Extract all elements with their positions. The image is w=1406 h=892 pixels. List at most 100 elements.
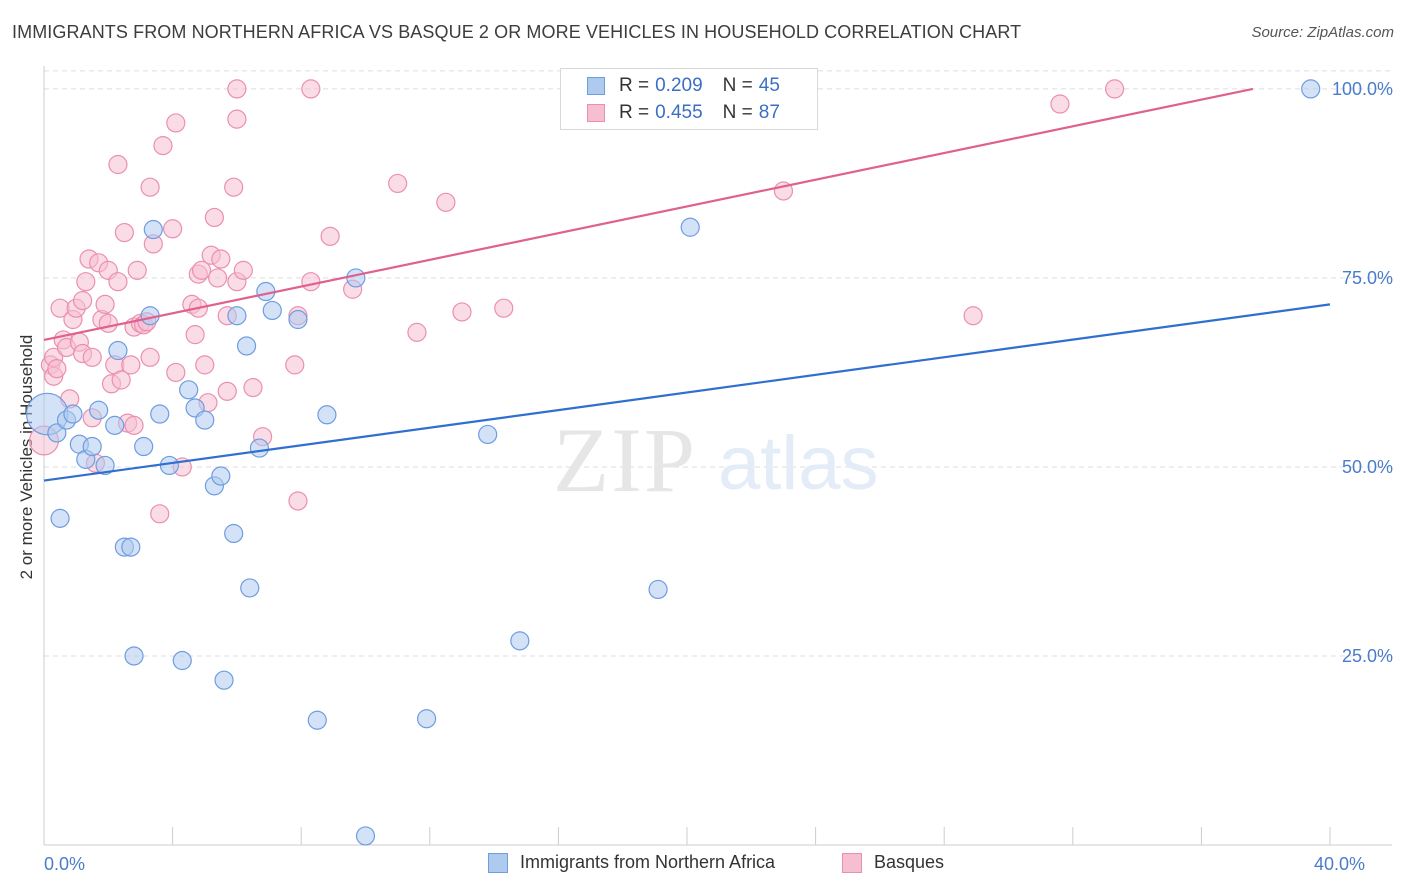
data-point <box>262 300 282 321</box>
legend-n-label: N = <box>722 75 753 96</box>
data-point <box>179 380 199 400</box>
data-point <box>227 306 247 326</box>
data-point <box>307 710 327 730</box>
data-point <box>72 291 93 311</box>
data-point <box>172 650 192 671</box>
data-point <box>195 355 215 375</box>
x-tick-label: 0.0% <box>44 854 85 874</box>
data-point <box>140 347 160 367</box>
legend-r-label: R = <box>619 75 650 96</box>
legend-item-basques[interactable]: Basques <box>842 852 944 873</box>
data-point <box>320 226 340 246</box>
data-point <box>95 294 115 314</box>
data-point <box>159 455 179 476</box>
data-point <box>236 336 257 356</box>
data-point <box>195 410 215 430</box>
legend-swatch-pink <box>842 852 862 873</box>
data-point <box>233 260 253 280</box>
data-point <box>243 377 263 398</box>
data-point <box>963 306 983 326</box>
data-point <box>214 670 234 690</box>
data-point <box>288 491 308 511</box>
data-point <box>124 646 144 666</box>
data-point <box>224 523 244 544</box>
gridlines <box>44 70 1392 657</box>
data-point <box>63 404 83 424</box>
data-point <box>121 355 141 375</box>
stats-legend: R = 0.209 N = 45 R = 0.455 N = 87 <box>560 68 818 130</box>
chart-title: IMMIGRANTS FROM NORTHERN AFRICA VS BASQU… <box>12 22 1022 42</box>
data-point <box>1301 79 1321 99</box>
x-tick-label: 40.0% <box>1314 854 1365 874</box>
data-point <box>224 177 244 197</box>
data-point <box>494 298 514 318</box>
data-point <box>166 362 186 383</box>
immigrants-points <box>25 79 1321 846</box>
data-point <box>1104 79 1125 99</box>
data-point <box>208 268 228 288</box>
data-point <box>317 405 337 425</box>
data-point <box>50 508 70 528</box>
source-label: Source: ZipAtlas.com <box>1251 24 1394 41</box>
data-point <box>143 219 163 240</box>
series-legend: Immigrants from Northern Africa Basques <box>0 852 1406 876</box>
trendline <box>43 303 1331 482</box>
data-point <box>163 219 183 239</box>
y-tick-label: 50.0% <box>1342 457 1393 477</box>
legend-item-immigrants[interactable]: Immigrants from Northern Africa <box>488 852 775 873</box>
legend-swatch-blue <box>488 852 508 873</box>
legend-r-label: R = <box>619 102 650 123</box>
legend-swatch-blue <box>587 77 605 95</box>
tick-labels: 25.0% 50.0% 75.0% 100.0% 0.0% 40.0% <box>44 79 1393 874</box>
data-point <box>114 222 134 243</box>
data-point <box>127 260 147 280</box>
legend-swatch-pink <box>587 104 605 122</box>
data-point <box>98 313 118 333</box>
data-point <box>108 272 128 292</box>
data-point <box>436 192 456 212</box>
data-point <box>288 309 308 330</box>
legend-n-value: 87 <box>758 102 780 123</box>
legend-n-label: N = <box>722 102 753 123</box>
data-point <box>140 177 160 197</box>
data-point <box>108 340 128 361</box>
data-point <box>301 272 321 292</box>
data-point <box>82 436 102 457</box>
y-tick-label: 100.0% <box>1332 79 1393 99</box>
data-point <box>76 272 96 292</box>
legend-item-label: Immigrants from Northern Africa <box>520 852 776 872</box>
data-point <box>124 415 144 435</box>
data-point <box>227 79 247 99</box>
data-point <box>47 423 67 443</box>
data-point <box>47 359 67 379</box>
data-point <box>89 400 109 420</box>
data-point <box>211 249 231 269</box>
data-point <box>240 578 260 598</box>
legend-item-label: Basques <box>874 852 945 872</box>
data-point <box>510 631 530 651</box>
data-point <box>355 826 376 846</box>
data-point <box>105 415 125 435</box>
trendlines <box>43 87 1331 482</box>
data-point <box>217 381 237 401</box>
trendline <box>43 87 1254 342</box>
data-point <box>191 260 212 280</box>
legend-r-value: 0.455 <box>655 102 703 123</box>
legend-row-immigrants: R = 0.209 N = 45 <box>587 74 780 98</box>
data-point <box>95 455 115 476</box>
data-point <box>301 79 321 99</box>
data-point <box>416 709 437 729</box>
basques-points <box>29 79 1125 524</box>
data-point <box>150 404 170 424</box>
data-point <box>249 438 270 458</box>
y-tick-label: 75.0% <box>1342 268 1393 288</box>
data-point <box>285 355 305 375</box>
y-tick-label: 25.0% <box>1342 646 1393 666</box>
data-point <box>153 136 173 156</box>
data-point <box>346 268 366 288</box>
data-point <box>204 207 224 228</box>
data-point <box>134 436 154 457</box>
data-point <box>407 322 427 342</box>
data-point <box>185 325 205 345</box>
